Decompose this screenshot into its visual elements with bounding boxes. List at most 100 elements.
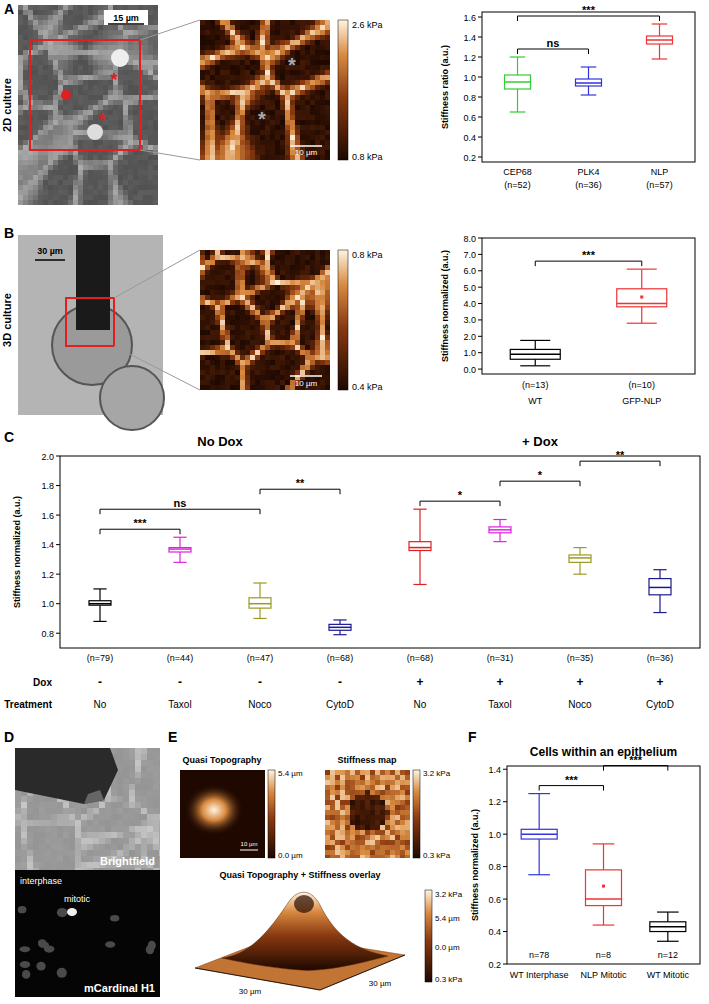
pixel bbox=[143, 100, 148, 105]
pixel bbox=[88, 5, 93, 10]
pixel bbox=[148, 5, 153, 10]
pixel bbox=[230, 145, 235, 150]
pixel bbox=[250, 30, 255, 35]
pixel bbox=[205, 60, 210, 65]
pixel bbox=[255, 80, 260, 85]
pixel bbox=[53, 60, 58, 65]
pixel bbox=[315, 130, 320, 135]
pixel bbox=[48, 115, 53, 120]
pixel bbox=[78, 190, 83, 195]
pixel bbox=[43, 125, 48, 130]
pixel bbox=[300, 250, 305, 255]
pixel bbox=[215, 60, 220, 65]
pixel bbox=[73, 50, 78, 55]
pixel bbox=[220, 25, 225, 30]
pixel bbox=[240, 65, 245, 70]
pixel bbox=[270, 265, 275, 270]
pixel bbox=[103, 55, 108, 60]
pixel bbox=[290, 35, 295, 40]
pixel bbox=[128, 5, 133, 10]
pixel bbox=[38, 100, 43, 105]
pixel bbox=[310, 110, 315, 115]
pixel bbox=[295, 100, 300, 105]
pixel bbox=[220, 255, 225, 260]
pixel bbox=[63, 65, 68, 70]
pixel bbox=[83, 140, 88, 145]
pixel bbox=[235, 115, 240, 120]
pixel bbox=[23, 70, 28, 75]
pixel bbox=[260, 50, 265, 55]
pixel bbox=[245, 55, 250, 60]
pixel bbox=[230, 135, 235, 140]
pixel bbox=[245, 70, 250, 75]
pixel bbox=[240, 70, 245, 75]
pixel bbox=[305, 100, 310, 105]
pixel bbox=[153, 175, 158, 180]
pixel bbox=[58, 55, 63, 60]
pixel bbox=[265, 70, 270, 75]
pixel bbox=[220, 95, 225, 100]
pixel bbox=[118, 120, 123, 125]
image-2d bbox=[18, 5, 158, 205]
pixel bbox=[78, 175, 83, 180]
pixel bbox=[78, 95, 83, 100]
pixel bbox=[315, 75, 320, 80]
pixel bbox=[103, 45, 108, 50]
pixel bbox=[205, 125, 210, 130]
scale-label: 15 µm bbox=[113, 13, 139, 23]
pixel bbox=[18, 40, 23, 45]
stiffness-map-2d bbox=[200, 20, 330, 160]
pixel bbox=[88, 120, 93, 125]
pixel bbox=[73, 45, 78, 50]
pixel bbox=[43, 190, 48, 195]
pixel bbox=[78, 200, 83, 205]
pixel bbox=[235, 25, 240, 30]
pixel bbox=[315, 65, 320, 70]
pixel bbox=[133, 180, 138, 185]
pixel bbox=[325, 85, 330, 90]
pixel bbox=[138, 170, 143, 175]
pixel bbox=[250, 70, 255, 75]
pixel bbox=[310, 90, 315, 95]
pixel bbox=[215, 155, 220, 160]
pixel bbox=[240, 110, 245, 115]
pixel bbox=[320, 135, 325, 140]
pixel bbox=[103, 170, 108, 175]
pixel bbox=[38, 50, 43, 55]
pixel bbox=[73, 80, 78, 85]
pixel bbox=[78, 60, 83, 65]
pixel bbox=[103, 25, 108, 30]
pixel bbox=[133, 80, 138, 85]
pixel bbox=[93, 70, 98, 75]
pixel bbox=[320, 150, 325, 155]
pixel bbox=[83, 115, 88, 120]
pixel bbox=[295, 140, 300, 145]
pixel bbox=[225, 30, 230, 35]
pixel bbox=[215, 50, 220, 55]
pixel bbox=[138, 165, 143, 170]
pixel bbox=[53, 175, 58, 180]
pixel bbox=[88, 45, 93, 50]
pixel bbox=[53, 5, 58, 10]
pixel bbox=[63, 110, 68, 115]
pixel bbox=[240, 130, 245, 135]
pixel bbox=[138, 180, 143, 185]
pixel bbox=[235, 90, 240, 95]
pixel bbox=[138, 200, 143, 205]
pixel bbox=[48, 120, 53, 125]
pixel bbox=[255, 95, 260, 100]
pixel bbox=[118, 135, 123, 140]
pixel bbox=[103, 180, 108, 185]
pixel bbox=[118, 95, 123, 100]
pixel bbox=[153, 100, 158, 105]
pixel bbox=[88, 10, 93, 15]
pixel bbox=[280, 100, 285, 105]
pixel bbox=[220, 75, 225, 80]
pixel bbox=[28, 165, 33, 170]
pixel bbox=[290, 20, 295, 25]
pixel bbox=[320, 35, 325, 40]
pixel bbox=[300, 135, 305, 140]
pixel bbox=[205, 250, 210, 255]
pixel bbox=[200, 145, 205, 150]
pixel bbox=[68, 140, 73, 145]
